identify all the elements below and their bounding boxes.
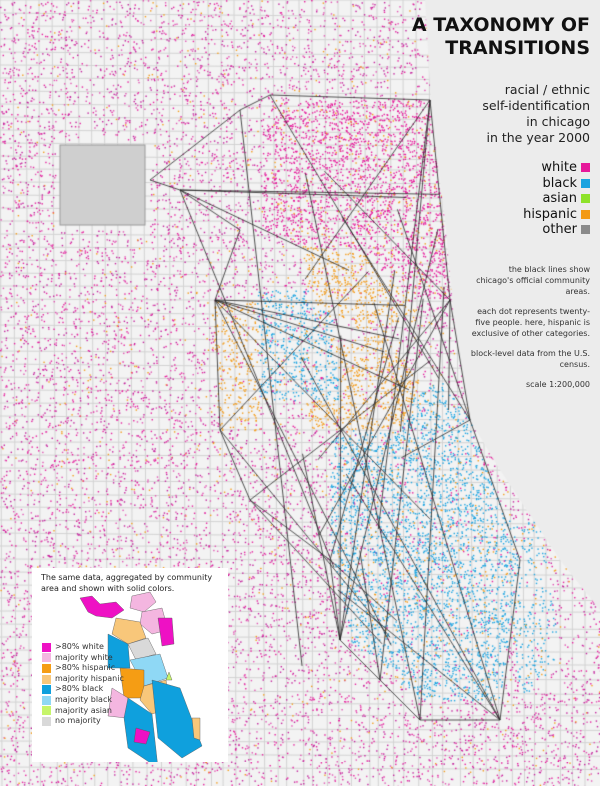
map-notes: the black lines show chicago's official … bbox=[470, 264, 590, 399]
inset-legend: >80% white majority white >80% hispanic maj… bbox=[42, 642, 124, 727]
inset-area bbox=[111, 617, 147, 645]
legend-label: white bbox=[541, 160, 577, 175]
inset-legend-label: >80% hispanic bbox=[55, 663, 116, 673]
legend-label: other bbox=[542, 222, 577, 237]
map-title: A TAXONOMY OF TRANSITIONS bbox=[412, 14, 590, 60]
title-line: A TAXONOMY OF bbox=[411, 14, 590, 36]
inset-area bbox=[129, 591, 157, 613]
inset-legend-label: >80% black bbox=[55, 684, 104, 694]
inset-aggregated-map: The same data, aggregated by community a… bbox=[32, 568, 228, 762]
inset-legend-swatch bbox=[42, 653, 51, 663]
inset-legend-label: >80% white bbox=[55, 642, 104, 651]
inset-area bbox=[191, 717, 201, 741]
inset-area bbox=[107, 633, 131, 669]
note-dot-meaning: each dot represents twenty-five people. … bbox=[471, 307, 590, 338]
inset-legend-swatch bbox=[42, 674, 51, 684]
inset-legend-item: >80% hispanic bbox=[42, 663, 124, 674]
inset-area bbox=[133, 727, 151, 745]
legend-item-other: other bbox=[523, 222, 590, 238]
legend-item-black: black bbox=[523, 176, 590, 192]
inset-legend-label: majority asian bbox=[55, 705, 113, 715]
legend-label: black bbox=[542, 175, 577, 191]
inset-legend-swatch bbox=[42, 706, 51, 716]
inset-legend-swatch bbox=[42, 685, 51, 695]
inset-area bbox=[127, 637, 157, 661]
inset-legend-label: majority hispanic bbox=[55, 673, 124, 683]
legend-swatch bbox=[581, 163, 590, 173]
legend-label: asian bbox=[542, 191, 577, 206]
legend-item-hispanic: hispanic bbox=[523, 207, 590, 223]
inset-legend-label: majority black bbox=[55, 694, 112, 704]
legend-swatch bbox=[581, 178, 590, 188]
note-scale: scale 1:200,000 bbox=[525, 380, 590, 389]
inset-area bbox=[151, 679, 203, 759]
inset-legend-item: >80% black bbox=[42, 684, 124, 695]
legend-swatch bbox=[581, 209, 590, 219]
note-data-source: block-level data from the U.S. census. bbox=[470, 349, 590, 369]
inset-legend-item: majority asian bbox=[42, 706, 124, 717]
subtitle-line: racial / ethnic bbox=[504, 82, 590, 97]
inset-legend-label: no majority bbox=[55, 716, 101, 726]
inset-legend-swatch bbox=[42, 663, 51, 673]
inset-legend-item: majority hispanic bbox=[42, 674, 124, 685]
inset-legend-item: majority white bbox=[42, 653, 124, 664]
legend-swatch bbox=[581, 194, 590, 204]
inset-area bbox=[157, 617, 175, 647]
note-community-areas: the black lines show chicago's official … bbox=[476, 265, 590, 296]
inset-legend-item: no majority bbox=[42, 716, 124, 727]
inset-area bbox=[165, 671, 173, 681]
inset-legend-item: majority black bbox=[42, 695, 124, 706]
inset-caption: The same data, aggregated by community a… bbox=[41, 573, 213, 593]
subtitle-line: self-identification bbox=[482, 98, 590, 113]
map-legend: white black asian hispanic other bbox=[523, 160, 590, 238]
map-subtitle: racial / ethnic self-identification in c… bbox=[482, 82, 590, 146]
title-line: TRANSITIONS bbox=[445, 37, 590, 59]
subtitle-line: in chicago bbox=[526, 114, 590, 129]
subtitle-line: in the year 2000 bbox=[486, 130, 590, 145]
inset-area bbox=[79, 595, 125, 619]
legend-label: hispanic bbox=[523, 206, 577, 222]
inset-legend-label: majority white bbox=[55, 652, 113, 662]
inset-legend-item: >80% white bbox=[42, 642, 124, 653]
legend-item-white: white bbox=[523, 160, 590, 176]
legend-swatch bbox=[581, 225, 590, 235]
inset-legend-swatch bbox=[42, 695, 51, 705]
inset-legend-swatch bbox=[42, 716, 51, 726]
inset-legend-swatch bbox=[42, 642, 51, 652]
legend-item-asian: asian bbox=[523, 191, 590, 207]
inset-choropleth bbox=[79, 591, 203, 762]
